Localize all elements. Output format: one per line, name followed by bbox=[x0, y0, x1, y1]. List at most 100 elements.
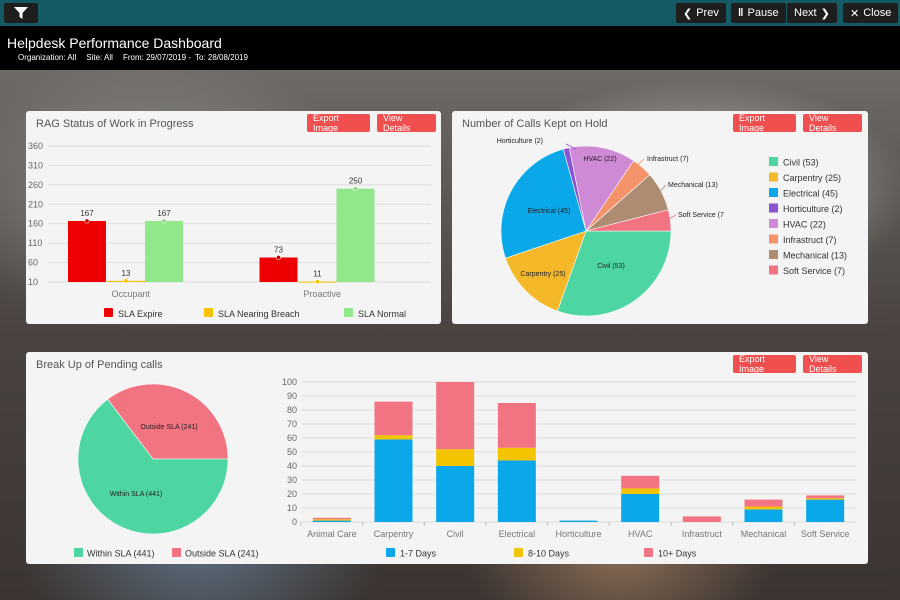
data-point bbox=[352, 186, 358, 192]
next-label: Next bbox=[794, 7, 817, 19]
pause-label: Pause bbox=[747, 7, 779, 19]
y-tick-label: 310 bbox=[28, 160, 43, 170]
close-label: Close bbox=[863, 7, 892, 19]
bar-segment bbox=[374, 435, 413, 440]
from-date: From: 29/07/2019 - bbox=[122, 53, 191, 62]
bar-segment bbox=[806, 498, 845, 500]
top-toolbar: ❮ Prev ‖ Pause Next ❯ ✕ Close bbox=[0, 0, 900, 26]
export-image-button[interactable]: Export Image bbox=[733, 354, 796, 374]
dashboard-header: Helpdesk Performance Dashboard Organizat… bbox=[0, 26, 900, 70]
export-image-button[interactable]: Export Image bbox=[733, 113, 796, 133]
filter-icon bbox=[14, 7, 28, 19]
slice-label: Civil (53) bbox=[597, 263, 625, 270]
leader-line bbox=[664, 214, 677, 222]
panel-title: RAG Status of Work in Progress bbox=[36, 118, 194, 130]
legend-label: Soft Service (7) bbox=[783, 266, 845, 276]
x-tick-label: Animal Care bbox=[307, 529, 357, 539]
legend-swatch bbox=[769, 188, 778, 197]
to-date: To: 28/08/2019 bbox=[195, 53, 248, 62]
bar bbox=[336, 188, 375, 282]
chevron-right-icon: ❯ bbox=[820, 7, 830, 20]
bar-segment bbox=[744, 506, 783, 510]
view-details-button[interactable]: View Details bbox=[377, 113, 436, 133]
data-label: 250 bbox=[349, 177, 363, 186]
y-tick-label: 60 bbox=[28, 258, 38, 268]
data-label: 11 bbox=[313, 270, 322, 279]
bar-segment bbox=[621, 494, 660, 522]
x-tick-label: Horticulture bbox=[555, 529, 601, 539]
pie-slice bbox=[568, 145, 635, 232]
legend-swatch bbox=[204, 308, 213, 317]
leader-line bbox=[656, 184, 667, 196]
close-icon: ✕ bbox=[850, 7, 860, 20]
legend-label: Within SLA (441) bbox=[87, 549, 155, 559]
y-tick-label: 100 bbox=[282, 377, 297, 387]
close-button[interactable]: ✕ Close bbox=[843, 3, 899, 23]
panel-title: Number of Calls Kept on Hold bbox=[462, 118, 608, 130]
legend-label: SLA Expire bbox=[118, 309, 163, 319]
data-label: 167 bbox=[157, 209, 171, 218]
legend-swatch bbox=[769, 157, 778, 166]
legend-label: Infrastruct (7) bbox=[783, 235, 837, 245]
data-point bbox=[84, 218, 90, 224]
legend-label: 1-7 Days bbox=[400, 549, 437, 559]
prev-label: Prev bbox=[696, 7, 719, 19]
legend-label: 8-10 Days bbox=[528, 549, 570, 559]
export-image-button[interactable]: Export Image bbox=[307, 113, 370, 133]
leader-line bbox=[565, 143, 577, 150]
legend-swatch bbox=[514, 548, 523, 557]
legend-swatch bbox=[104, 308, 113, 317]
data-label: 167 bbox=[80, 209, 94, 218]
site-filter: Site: All bbox=[86, 53, 113, 62]
bar-segment bbox=[312, 520, 351, 522]
x-tick-label: HVAC bbox=[628, 529, 653, 539]
slice-label: Within SLA (441) bbox=[110, 491, 163, 498]
rag-status-panel: RAG Status of Work in Progress Export Im… bbox=[26, 111, 441, 324]
y-tick-label: 60 bbox=[287, 433, 297, 443]
x-tick-label: Mechanical bbox=[741, 529, 787, 539]
data-point bbox=[276, 255, 282, 261]
data-point bbox=[314, 279, 320, 285]
pending-charts: Outside SLA (241) Within SLA (441) Within … bbox=[74, 377, 856, 559]
next-button[interactable]: Next ❯ bbox=[787, 3, 837, 23]
panel-title: Break Up of Pending calls bbox=[36, 359, 163, 371]
bar-segment bbox=[436, 382, 475, 450]
y-tick-label: 0 bbox=[292, 517, 297, 527]
filter-summary: Organization: All Site: All From: 29/07/… bbox=[18, 53, 248, 62]
bar-segment bbox=[374, 401, 413, 436]
bar-segment bbox=[312, 519, 351, 521]
legend-label: Electrical (45) bbox=[783, 189, 838, 199]
bar-segment bbox=[744, 509, 783, 522]
data-label: 73 bbox=[274, 246, 283, 255]
y-tick-label: 110 bbox=[28, 238, 42, 248]
view-details-button[interactable]: View Details bbox=[803, 113, 862, 133]
pie-slice bbox=[500, 148, 587, 259]
pause-button[interactable]: ‖ Pause bbox=[731, 3, 786, 23]
x-tick-label: Electrical bbox=[499, 529, 536, 539]
bar-segment bbox=[497, 447, 536, 461]
pending-calls-panel: Break Up of Pending calls Export Image V… bbox=[26, 352, 868, 564]
filter-button[interactable] bbox=[4, 3, 38, 23]
slice-label: Carpentry (25) bbox=[520, 271, 565, 278]
bar-segment bbox=[497, 460, 536, 522]
legend-swatch bbox=[769, 250, 778, 259]
legend-label: SLA Nearing Breach bbox=[218, 309, 300, 319]
legend-label: HVAC (22) bbox=[783, 220, 826, 230]
view-details-button[interactable]: View Details bbox=[803, 354, 862, 374]
y-tick-label: 30 bbox=[287, 475, 297, 485]
legend-swatch bbox=[644, 548, 653, 557]
legend-label: 10+ Days bbox=[658, 549, 697, 559]
legend-swatch bbox=[769, 234, 778, 244]
legend-label: Outside SLA (241) bbox=[185, 549, 259, 559]
bar-segment bbox=[374, 439, 413, 522]
y-tick-label: 210 bbox=[28, 199, 43, 209]
y-tick-label: 10 bbox=[28, 277, 38, 287]
y-tick-label: 90 bbox=[287, 391, 297, 401]
legend-label: Horticulture (2) bbox=[783, 204, 843, 214]
x-tick-label: Soft Service bbox=[801, 529, 850, 539]
rag-bar-chart: 10 60 110 160 210 260 310 360 167 13 167 Occupant 73… bbox=[28, 141, 431, 319]
prev-button[interactable]: ❮ Prev bbox=[676, 3, 726, 23]
bar-segment bbox=[621, 488, 660, 494]
x-tick-label: Civil bbox=[447, 529, 464, 539]
x-tick-label: Carpentry bbox=[374, 529, 414, 539]
